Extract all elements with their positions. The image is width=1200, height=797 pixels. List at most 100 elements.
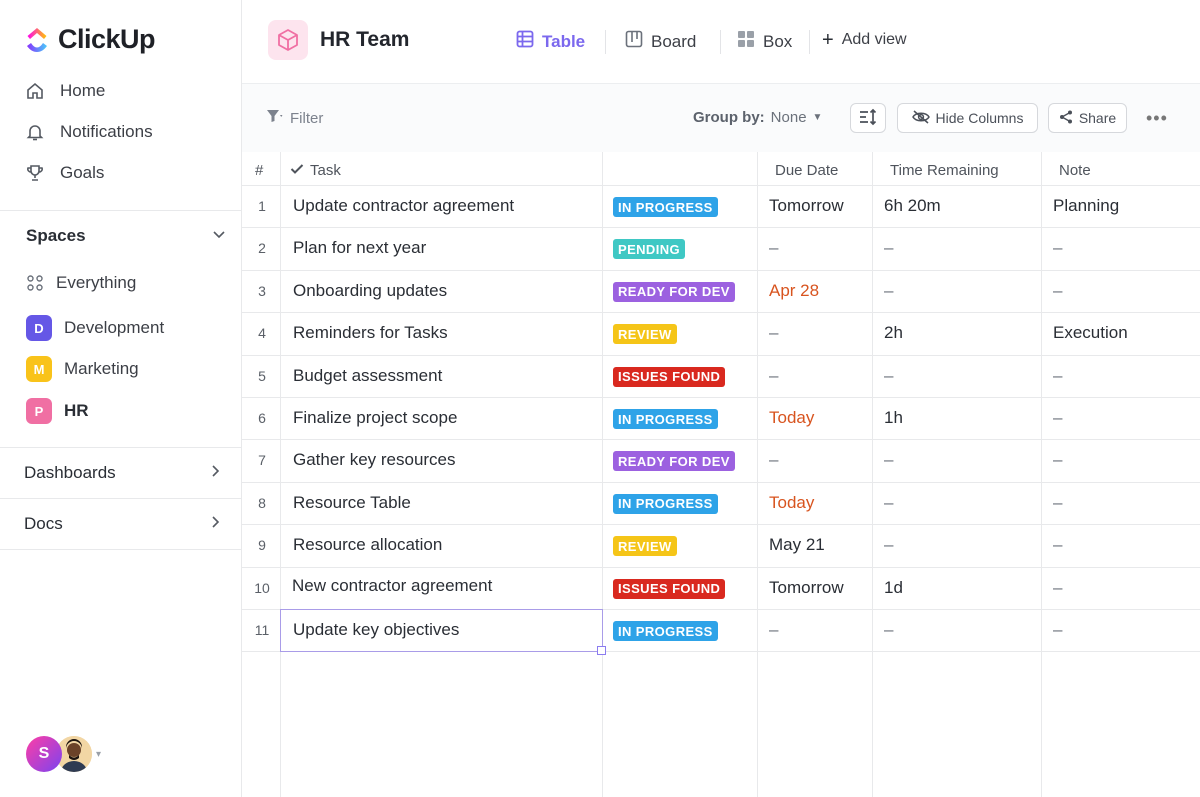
- header: HR Team Table Board Box + Add view: [242, 0, 1200, 84]
- due-date: –: [769, 450, 779, 470]
- more-options-icon[interactable]: •••: [1146, 108, 1168, 128]
- group-by-dropdown[interactable]: Group by: None ▼: [693, 109, 822, 126]
- status-badge[interactable]: READY FOR DEV: [613, 281, 735, 302]
- check-icon: [290, 162, 304, 179]
- space-development[interactable]: D Development: [26, 315, 164, 341]
- space-marketing[interactable]: M Marketing: [26, 356, 139, 382]
- row-divider: [242, 524, 1200, 526]
- due-date: Apr 28: [769, 280, 820, 300]
- space-everything[interactable]: Everything: [26, 273, 136, 293]
- avatar[interactable]: S: [26, 736, 62, 772]
- nav-goals[interactable]: Goals: [24, 162, 104, 184]
- status-badge[interactable]: IN PROGRESS: [613, 409, 718, 429]
- space-badge: D: [26, 315, 52, 341]
- selected-cell[interactable]: [280, 609, 603, 652]
- column-header-task[interactable]: Task: [290, 162, 341, 179]
- column-header-time-remaining[interactable]: Time Remaining: [890, 162, 999, 179]
- sidebar-divider: [0, 447, 242, 448]
- space-hr[interactable]: P HR: [26, 398, 89, 424]
- chevron-down-icon[interactable]: [212, 226, 226, 246]
- toolbar: Filter Group by: None ▼ Hide Columns Sha…: [242, 84, 1200, 152]
- docs-link[interactable]: Docs: [24, 514, 222, 534]
- task-name[interactable]: New contractor agreement: [292, 575, 493, 595]
- tab-board[interactable]: Board: [625, 30, 696, 53]
- status-badge[interactable]: IN PROGRESS: [613, 493, 718, 514]
- due-date: May 21: [769, 535, 825, 555]
- task-name[interactable]: Resource allocation: [293, 535, 443, 555]
- row-divider: [242, 609, 1200, 610]
- nav-notifications[interactable]: Notifications: [24, 121, 153, 143]
- row-divider: [242, 397, 1200, 398]
- tab-box[interactable]: Box: [737, 30, 792, 53]
- task-name[interactable]: Onboarding updates: [293, 280, 448, 300]
- dashboards-link[interactable]: Dashboards: [24, 463, 222, 483]
- row-number: 7: [258, 452, 266, 469]
- row-divider: [242, 651, 1200, 653]
- status-badge[interactable]: ISSUES FOUND: [613, 578, 726, 599]
- task-name[interactable]: Plan for next year: [293, 238, 427, 258]
- row-divider: [242, 354, 1200, 356]
- column-header-note[interactable]: Note: [1059, 162, 1091, 179]
- sidebar-divider: [0, 549, 242, 550]
- note: –: [1053, 408, 1063, 427]
- dashboards-label: Dashboards: [24, 463, 116, 482]
- row-divider: [242, 185, 1200, 186]
- task-name[interactable]: Update contractor agreement: [293, 196, 515, 215]
- fill-handle[interactable]: [597, 646, 606, 655]
- due-date: Today: [769, 408, 815, 427]
- filter-icon: [266, 109, 284, 127]
- nav-home[interactable]: Home: [24, 80, 105, 102]
- column-header-task-label: Task: [310, 162, 341, 179]
- due-date: Today: [769, 492, 815, 512]
- hide-columns-button[interactable]: Hide Columns: [897, 103, 1038, 133]
- status-badge[interactable]: REVIEW: [613, 324, 677, 345]
- sort-button[interactable]: [850, 103, 886, 133]
- clickup-logo[interactable]: ClickUp: [24, 24, 156, 55]
- caret-down-icon[interactable]: ▾: [96, 748, 102, 760]
- time-remaining: –: [884, 280, 894, 300]
- status-badge[interactable]: READY FOR DEV: [613, 451, 735, 472]
- status-badge[interactable]: ISSUES FOUND: [613, 366, 726, 387]
- eye-off-icon: [911, 109, 930, 127]
- task-name[interactable]: Gather key resources: [293, 450, 456, 470]
- space-badge: P: [26, 398, 52, 424]
- tab-separator: [809, 30, 810, 54]
- clickup-logo-icon: [27, 27, 47, 52]
- task-name[interactable]: Update key objectives: [293, 620, 460, 639]
- nav-goals-label: Goals: [60, 163, 105, 182]
- row-divider: [242, 439, 1200, 441]
- column-divider: [757, 152, 758, 797]
- task-name[interactable]: Reminders for Tasks: [293, 323, 448, 343]
- status-badge[interactable]: PENDING: [613, 239, 686, 260]
- note: –: [1053, 280, 1063, 300]
- share-button[interactable]: Share: [1048, 103, 1127, 133]
- status-badge[interactable]: REVIEW: [613, 536, 677, 557]
- time-remaining: –: [884, 492, 894, 512]
- due-date: –: [769, 620, 779, 639]
- filter-label: Filter: [290, 109, 324, 127]
- add-view-button[interactable]: + Add view: [822, 30, 907, 50]
- spaces-header[interactable]: Spaces: [26, 226, 226, 246]
- task-name[interactable]: Budget assessment: [293, 365, 443, 385]
- filter-button[interactable]: Filter: [266, 109, 323, 127]
- tab-table[interactable]: Table: [516, 30, 585, 53]
- task-name[interactable]: Finalize project scope: [293, 408, 458, 427]
- user-avatars[interactable]: S ▾: [26, 736, 101, 772]
- due-date: –: [769, 323, 779, 343]
- cube-icon: [268, 20, 308, 60]
- chevron-right-icon: [208, 463, 222, 483]
- status-badge[interactable]: IN PROGRESS: [613, 621, 718, 641]
- task-name[interactable]: Resource Table: [293, 492, 411, 512]
- status-badge[interactable]: IN PROGRESS: [613, 197, 718, 217]
- row-number: 8: [258, 494, 266, 511]
- time-remaining: –: [884, 535, 894, 555]
- page-title: HR Team: [320, 28, 410, 51]
- time-remaining: –: [884, 620, 894, 639]
- time-remaining: –: [884, 365, 894, 385]
- avatar-photo[interactable]: [56, 736, 92, 772]
- row-divider: [242, 227, 1200, 229]
- caret-down-icon: ▼: [812, 112, 823, 123]
- column-header-due-date[interactable]: Due Date: [775, 162, 839, 179]
- add-view-label: Add view: [841, 31, 907, 48]
- row-divider: [242, 269, 1200, 271]
